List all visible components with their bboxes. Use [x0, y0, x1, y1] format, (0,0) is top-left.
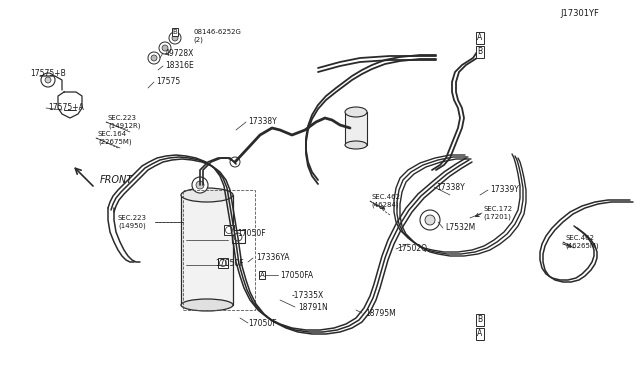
Circle shape: [220, 260, 227, 266]
Text: SEC.223
(14912R): SEC.223 (14912R): [108, 115, 141, 129]
Text: 17336YA: 17336YA: [256, 253, 289, 263]
Text: SEC.462
(46265M): SEC.462 (46265M): [565, 235, 598, 249]
Text: 49728X: 49728X: [165, 48, 195, 58]
Circle shape: [41, 73, 55, 87]
Text: 17338Y: 17338Y: [248, 118, 276, 126]
FancyBboxPatch shape: [232, 230, 245, 243]
Circle shape: [169, 32, 181, 44]
Circle shape: [192, 177, 208, 193]
FancyBboxPatch shape: [218, 258, 228, 268]
Circle shape: [151, 55, 157, 61]
Ellipse shape: [345, 141, 367, 149]
Text: 17502Q: 17502Q: [397, 244, 427, 253]
Circle shape: [196, 181, 204, 189]
Circle shape: [425, 215, 435, 225]
Text: 17050F: 17050F: [248, 318, 276, 327]
Text: 18791N: 18791N: [298, 302, 328, 311]
Text: SEC.164
(22675M): SEC.164 (22675M): [98, 131, 132, 145]
FancyBboxPatch shape: [224, 225, 234, 235]
Text: 17575+A: 17575+A: [48, 103, 84, 112]
Circle shape: [148, 52, 160, 64]
Bar: [181, 195, 233, 305]
Text: 17575+B: 17575+B: [30, 70, 66, 78]
Ellipse shape: [345, 107, 367, 117]
Text: SEC.223
(14950): SEC.223 (14950): [118, 215, 147, 229]
Text: 17050F: 17050F: [237, 230, 266, 238]
Text: 17339Y: 17339Y: [490, 186, 519, 195]
Circle shape: [159, 42, 171, 54]
Circle shape: [420, 210, 440, 230]
Circle shape: [172, 35, 178, 41]
Text: B: B: [173, 29, 177, 35]
Bar: [345, 112, 367, 145]
Text: SEC.172
(17201): SEC.172 (17201): [483, 206, 512, 220]
Text: A: A: [477, 330, 483, 339]
Text: 17338Y: 17338Y: [436, 183, 465, 192]
Text: -17335X: -17335X: [292, 292, 324, 301]
Text: J17301YF: J17301YF: [560, 10, 599, 19]
Circle shape: [225, 227, 232, 234]
Ellipse shape: [181, 299, 233, 311]
Text: 18316E: 18316E: [165, 61, 194, 71]
Text: 08146-6252G
(2): 08146-6252G (2): [193, 29, 241, 43]
Text: B: B: [477, 48, 483, 57]
Ellipse shape: [181, 188, 233, 202]
Text: A: A: [260, 272, 264, 278]
Text: 17050FA: 17050FA: [280, 270, 313, 279]
Circle shape: [45, 77, 51, 83]
Circle shape: [162, 45, 168, 51]
Text: 17575: 17575: [156, 77, 180, 87]
Circle shape: [234, 233, 242, 241]
Text: 18795M: 18795M: [365, 308, 396, 317]
Text: A: A: [477, 33, 483, 42]
Text: 17050F: 17050F: [215, 260, 244, 269]
Text: B: B: [477, 315, 483, 324]
Circle shape: [230, 157, 240, 167]
Text: FRONT: FRONT: [100, 175, 133, 185]
Text: L7532M: L7532M: [445, 224, 476, 232]
Text: SEC.462
(46284): SEC.462 (46284): [371, 194, 400, 208]
